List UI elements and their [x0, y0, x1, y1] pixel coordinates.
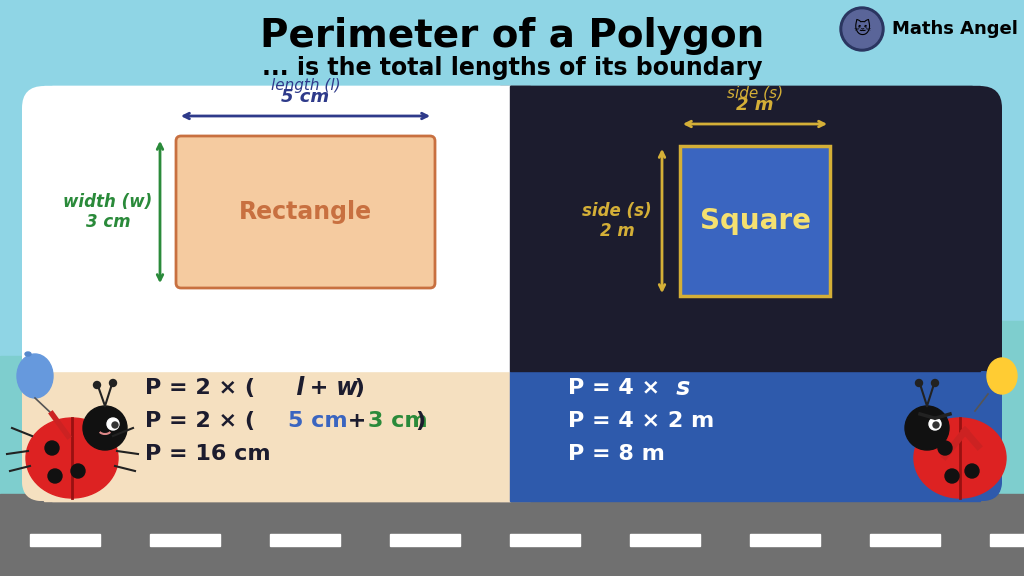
Text: l: l — [288, 376, 304, 400]
Bar — [0, 494, 1024, 576]
Bar — [990, 534, 1024, 546]
Text: side (s)
2 m: side (s) 2 m — [583, 202, 652, 240]
Bar — [390, 534, 460, 546]
Bar — [990, 321, 1024, 496]
Circle shape — [933, 422, 939, 428]
Circle shape — [929, 418, 941, 430]
Text: 🐱: 🐱 — [853, 20, 870, 38]
Bar — [52, 86, 510, 371]
Bar — [150, 534, 220, 546]
FancyBboxPatch shape — [22, 371, 510, 501]
Bar — [106, 376, 168, 496]
Text: P = 16 cm: P = 16 cm — [145, 444, 270, 464]
Bar — [510, 534, 580, 546]
Bar — [510, 371, 980, 501]
Bar — [30, 534, 100, 546]
FancyBboxPatch shape — [510, 371, 1002, 501]
Text: 5 cm: 5 cm — [288, 411, 347, 431]
Bar — [223, 366, 261, 496]
Bar — [930, 338, 988, 496]
Ellipse shape — [914, 418, 1006, 498]
Text: +: + — [302, 378, 329, 398]
Bar — [510, 86, 980, 371]
Text: ): ) — [415, 411, 425, 431]
Circle shape — [240, 88, 284, 132]
Text: Rectangle: Rectangle — [239, 200, 372, 224]
Circle shape — [247, 109, 278, 139]
Bar — [44, 371, 510, 501]
Circle shape — [45, 441, 59, 455]
FancyBboxPatch shape — [510, 371, 1002, 501]
Circle shape — [965, 464, 979, 478]
Bar — [708, 366, 756, 496]
Circle shape — [48, 469, 62, 483]
Bar — [172, 336, 220, 496]
Text: 2 m: 2 m — [736, 96, 774, 114]
FancyBboxPatch shape — [22, 86, 510, 371]
Bar — [630, 534, 700, 546]
Text: ... is the total lengths of its boundary: ... is the total lengths of its boundary — [262, 56, 762, 80]
Bar — [822, 351, 866, 496]
Text: s: s — [668, 376, 690, 400]
Text: Maths Angel: Maths Angel — [892, 20, 1018, 38]
Ellipse shape — [26, 418, 118, 498]
Circle shape — [843, 10, 881, 48]
Text: 5 cm: 5 cm — [282, 88, 330, 106]
Circle shape — [915, 380, 923, 386]
Ellipse shape — [987, 358, 1017, 394]
FancyBboxPatch shape — [22, 86, 510, 501]
Bar — [870, 534, 940, 546]
FancyBboxPatch shape — [510, 86, 1002, 501]
Circle shape — [83, 406, 127, 450]
FancyBboxPatch shape — [176, 136, 435, 288]
Circle shape — [71, 464, 85, 478]
Text: +: + — [340, 411, 374, 431]
Circle shape — [905, 406, 949, 450]
Circle shape — [938, 441, 952, 455]
Text: P = 2 × (: P = 2 × ( — [145, 411, 255, 431]
Circle shape — [106, 418, 119, 430]
Circle shape — [266, 98, 302, 134]
Text: Square: Square — [699, 207, 811, 235]
Circle shape — [222, 98, 258, 134]
Circle shape — [932, 380, 939, 386]
Bar — [500, 86, 530, 501]
Ellipse shape — [25, 352, 31, 356]
Ellipse shape — [17, 354, 53, 398]
Bar — [750, 534, 820, 546]
Bar — [52, 371, 510, 501]
Bar — [680, 146, 830, 296]
Bar — [44, 86, 510, 371]
Bar — [652, 311, 705, 496]
Text: side (s): side (s) — [727, 85, 783, 100]
Text: 3 cm: 3 cm — [368, 411, 428, 431]
Circle shape — [110, 380, 117, 386]
FancyBboxPatch shape — [510, 86, 1002, 371]
Circle shape — [840, 7, 884, 51]
Text: P = 8 m: P = 8 m — [568, 444, 665, 464]
Text: Perimeter of a Polygon: Perimeter of a Polygon — [260, 17, 764, 55]
Text: w: w — [328, 376, 358, 400]
Text: width (w)
3 cm: width (w) 3 cm — [63, 192, 153, 232]
Circle shape — [93, 381, 100, 388]
Bar — [0, 356, 55, 496]
Bar — [760, 328, 818, 496]
Circle shape — [112, 422, 118, 428]
Bar — [590, 341, 648, 496]
Bar — [510, 86, 972, 371]
Text: P = 4 ×: P = 4 × — [568, 378, 660, 398]
Bar — [58, 316, 103, 496]
Bar — [270, 534, 340, 546]
FancyBboxPatch shape — [22, 371, 510, 501]
Circle shape — [945, 469, 959, 483]
Bar — [500, 86, 530, 501]
Text: P = 4 × 2 m: P = 4 × 2 m — [568, 411, 715, 431]
Text: P = 2 × (: P = 2 × ( — [145, 378, 255, 398]
Text: length (l): length (l) — [270, 78, 340, 93]
Text: ): ) — [347, 378, 365, 398]
Bar — [870, 376, 926, 496]
